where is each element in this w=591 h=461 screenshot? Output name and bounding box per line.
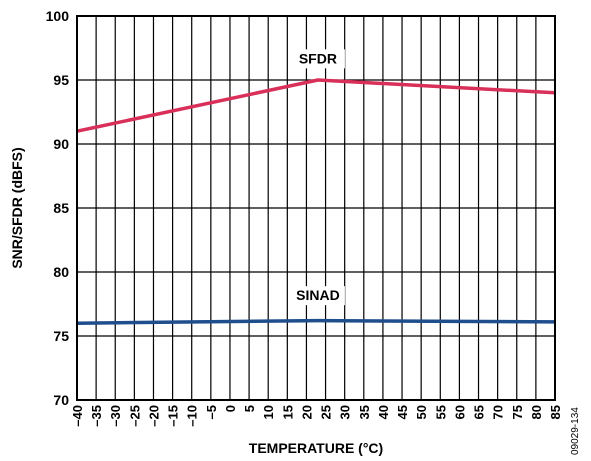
- x-tick-label: –20: [146, 405, 161, 427]
- x-tick-label: –15: [166, 405, 181, 427]
- x-tick-label: 40: [376, 405, 391, 419]
- y-tick-label: 70: [53, 392, 69, 408]
- annotation-background: [290, 286, 345, 306]
- y-axis-title: SNR/SFDR (dBFS): [9, 147, 25, 268]
- y-tick-label: 100: [46, 8, 70, 24]
- x-tick-label: 45: [395, 405, 410, 419]
- x-tick-labels: –40 –35 –30 –25 –20 –15 –10 –5 0 5 10 15 20 25 30 35 40 4…: [70, 405, 563, 427]
- y-tick-label: 85: [53, 200, 69, 216]
- x-tick-label: –10: [185, 405, 200, 427]
- grid: [76, 15, 556, 401]
- annotation-label: SFDR: [299, 50, 337, 66]
- x-tick-label: 15: [280, 405, 295, 419]
- x-tick-label: 85: [548, 405, 563, 419]
- annotation-background: [290, 49, 345, 69]
- x-tick-label: 60: [452, 405, 467, 419]
- annotation-label: SINAD: [296, 287, 340, 303]
- x-tick-label: –35: [89, 405, 104, 427]
- series-lines: [76, 78, 556, 325]
- x-tick-label: 65: [472, 405, 487, 419]
- x-tick-label: 70: [491, 405, 506, 419]
- y-tick-label: 95: [53, 72, 69, 88]
- x-tick-label: 0: [223, 405, 238, 412]
- annotations: SFDR SINAD: [290, 49, 345, 306]
- x-tick-label: –30: [108, 405, 123, 427]
- y-tick-label: 75: [53, 328, 69, 344]
- x-tick-label: 5: [242, 405, 257, 412]
- x-tick-label: 25: [319, 405, 334, 419]
- x-tick-label: –25: [127, 405, 142, 427]
- x-tick-label: –40: [70, 405, 85, 427]
- series-line-sfdr: [76, 78, 556, 133]
- plot-frame: [76, 15, 556, 401]
- x-tick-label: 30: [338, 405, 353, 419]
- x-tick-label: 35: [357, 405, 372, 419]
- x-tick-label: 80: [529, 405, 544, 419]
- figure-id: 09029-134: [570, 407, 581, 455]
- y-tick-labels: 70 75 80 85 90 95 100: [46, 8, 70, 408]
- x-tick-label: 20: [299, 405, 314, 419]
- x-axis-title: TEMPERATURE (°C): [249, 440, 383, 456]
- y-tick-label: 90: [53, 136, 69, 152]
- series-line-sinad: [76, 318, 556, 325]
- x-tick-label: 55: [433, 405, 448, 419]
- y-tick-label: 80: [53, 264, 69, 280]
- x-tick-label: –5: [204, 405, 219, 419]
- x-tick-label: 75: [510, 405, 525, 419]
- x-tick-label: 50: [414, 405, 429, 419]
- x-tick-label: 10: [261, 405, 276, 419]
